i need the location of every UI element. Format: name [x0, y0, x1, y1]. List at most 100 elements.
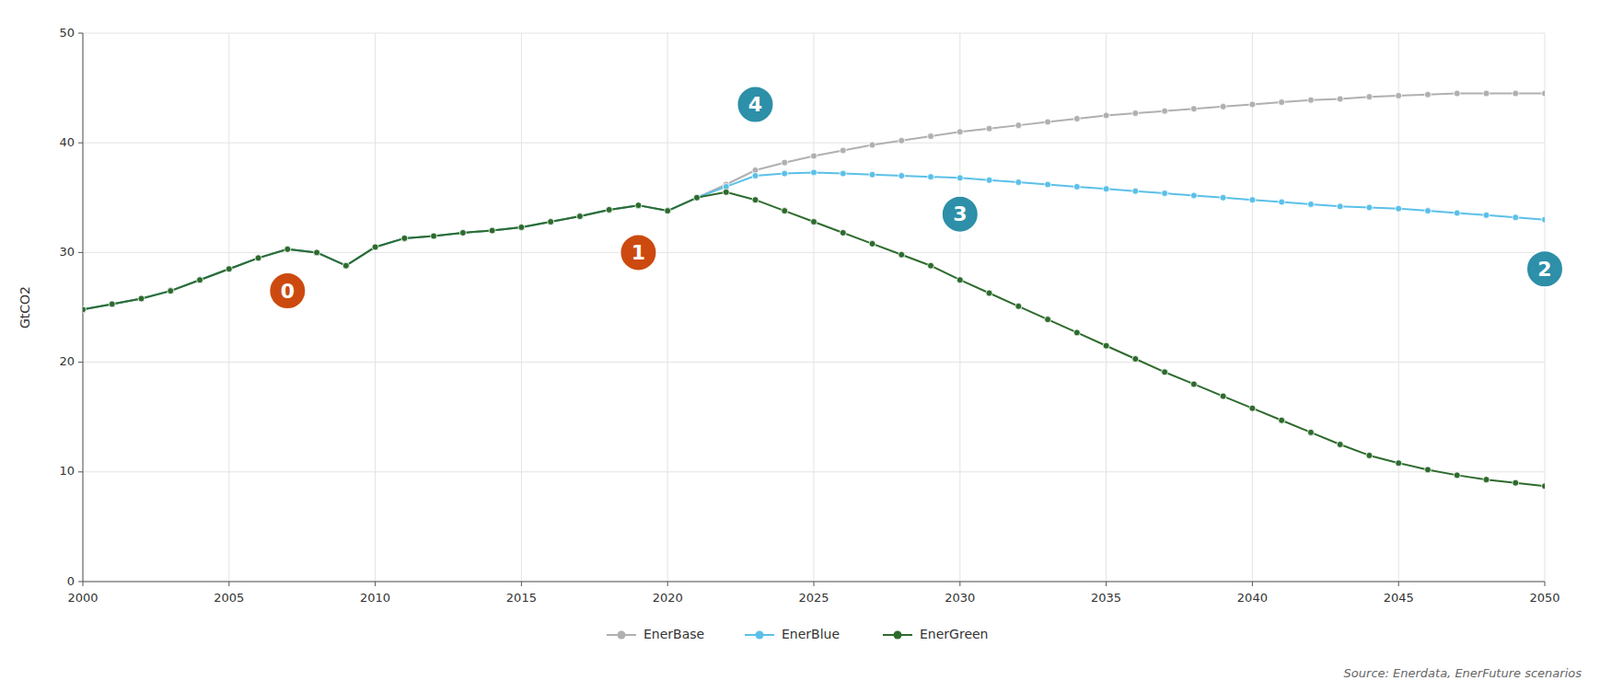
series-marker [1161, 369, 1169, 376]
series-marker [605, 206, 613, 213]
x-grid-line [1544, 33, 1546, 582]
series-marker [576, 213, 583, 221]
series-marker [284, 245, 291, 253]
series-marker [839, 147, 847, 154]
series-marker [781, 170, 789, 177]
series-marker [956, 128, 963, 136]
series-marker [1395, 460, 1403, 467]
series-marker [1424, 466, 1431, 474]
x-grid-line [1252, 33, 1253, 582]
annotation: 4 [736, 85, 774, 123]
series-marker [197, 277, 204, 284]
series-marker [1542, 483, 1546, 490]
series-marker [459, 229, 466, 236]
series-marker [138, 295, 145, 302]
series-marker [1424, 208, 1431, 215]
y-tick [78, 252, 83, 254]
x-tick [374, 581, 376, 587]
series-marker [693, 194, 700, 201]
series-marker [108, 301, 116, 308]
y-tick [78, 33, 83, 35]
annotation: 2 [1526, 250, 1564, 288]
series-marker [313, 249, 321, 256]
series-marker [576, 213, 583, 221]
series-marker [1015, 122, 1022, 129]
series-marker [371, 243, 379, 251]
annotations: 0 1 2 3 4 [268, 85, 1564, 310]
series-marker [1512, 90, 1519, 97]
series-marker [1395, 92, 1403, 99]
series-marker [342, 262, 349, 269]
series-marker [664, 208, 672, 215]
series-marker [430, 232, 438, 240]
annotation-text: 3 [952, 202, 967, 226]
x-tick [813, 581, 815, 587]
series-marker [1307, 96, 1314, 104]
series-marker [781, 208, 789, 215]
series-marker [167, 288, 174, 295]
series-marker [1132, 356, 1139, 363]
series-marker [635, 202, 642, 209]
series-marker [1424, 91, 1431, 98]
x-grid-line [374, 33, 376, 582]
annotation-text: 0 [280, 279, 295, 303]
annotation-circle [268, 272, 306, 310]
series-marker [1366, 452, 1373, 459]
x-tick [521, 581, 522, 587]
series-marker [693, 194, 700, 201]
series-marker [1044, 316, 1052, 324]
series-marker [605, 206, 613, 213]
annotation-circle [941, 196, 979, 233]
series-marker [1366, 204, 1373, 211]
series-marker [430, 232, 438, 240]
series-marker [1278, 198, 1286, 206]
series-marker [1073, 329, 1080, 337]
series-marker [488, 227, 496, 234]
series-marker [547, 219, 555, 226]
series-marker [138, 295, 145, 302]
y-axis-label: GtCO2 [17, 286, 33, 329]
series-marker [1542, 90, 1546, 97]
series-marker [927, 173, 935, 181]
series-marker [752, 197, 759, 204]
annotation-circle [619, 233, 657, 271]
x-tick [667, 581, 669, 587]
series-marker [898, 251, 905, 258]
y-tick-label: 40 [58, 135, 75, 150]
series-marker [488, 227, 496, 234]
series-marker [82, 306, 87, 314]
x-grid-line [959, 33, 961, 582]
axes: 0102030405020002005201020152020202520302… [58, 25, 1560, 606]
series-line [82, 93, 1545, 311]
series-marker [1132, 187, 1139, 195]
series-marker [82, 306, 87, 314]
series-marker [869, 240, 876, 247]
legend-label: EnerGreen [919, 626, 988, 642]
series-marker [811, 152, 818, 160]
series-marker [459, 229, 466, 236]
series-line [82, 172, 1545, 310]
series-marker [811, 219, 818, 226]
series-marker [401, 234, 408, 242]
series-marker [255, 255, 262, 262]
series-marker [1044, 118, 1052, 126]
series-marker [664, 208, 672, 215]
series-marker [1336, 95, 1344, 103]
legend-item: EnerBase [606, 626, 705, 642]
series-marker [401, 234, 408, 242]
series-marker [1073, 183, 1080, 190]
series-marker [197, 277, 204, 284]
series-marker [1453, 209, 1461, 217]
series-marker [1073, 115, 1080, 122]
annotation-text: 1 [631, 241, 646, 265]
legend-item: EnerGreen [882, 626, 988, 642]
series-marker [547, 219, 555, 226]
series-marker [956, 174, 963, 182]
series-marker [1483, 90, 1490, 97]
series-marker [82, 306, 87, 314]
series-marker [1483, 211, 1490, 219]
series-marker [839, 229, 847, 236]
series-marker [1102, 112, 1110, 119]
x-tick [1252, 581, 1253, 587]
annotation: 0 [268, 272, 306, 310]
